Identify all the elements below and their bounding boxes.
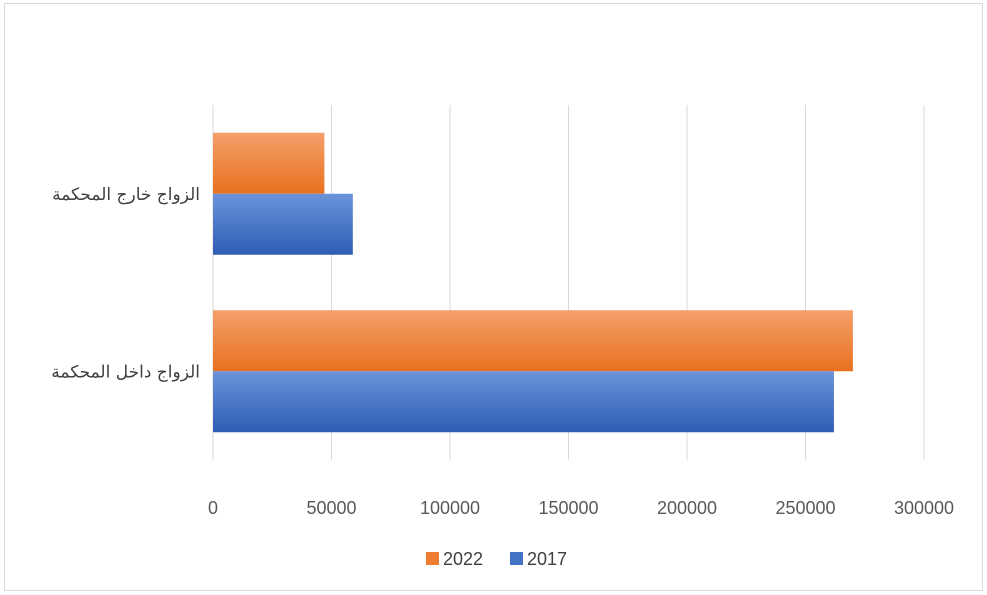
bars	[213, 132, 853, 433]
x-tick-label-50000: 50000	[306, 498, 356, 518]
legend-swatch-2017	[510, 552, 523, 565]
x-tick-labels: 0 50000 100000 150000 200000 250000 300000	[208, 498, 954, 518]
category-labels: الزواج خارج المحكمة الزواج داخل المحكمة	[51, 185, 200, 383]
chart-frame	[4, 3, 983, 591]
bar-2017-0	[213, 193, 353, 255]
x-tick-label-150000: 150000	[538, 498, 598, 518]
x-tick-label-200000: 200000	[657, 498, 717, 518]
x-tick-label-250000: 250000	[775, 498, 835, 518]
legend-swatch-2022	[426, 552, 439, 565]
legend: 2022 2017	[426, 549, 567, 569]
bar-2017-1	[213, 371, 834, 433]
category-label-0: الزواج خارج المحكمة	[52, 185, 200, 205]
bar-2022-1	[213, 310, 853, 372]
bar-2022-0	[213, 132, 325, 194]
x-tick-label-300000: 300000	[894, 498, 954, 518]
x-tick-label-0: 0	[208, 498, 218, 518]
legend-label-2017: 2017	[527, 549, 567, 569]
category-label-1: الزواج داخل المحكمة	[51, 362, 200, 382]
x-tick-label-100000: 100000	[420, 498, 480, 518]
legend-label-2022: 2022	[443, 549, 483, 569]
